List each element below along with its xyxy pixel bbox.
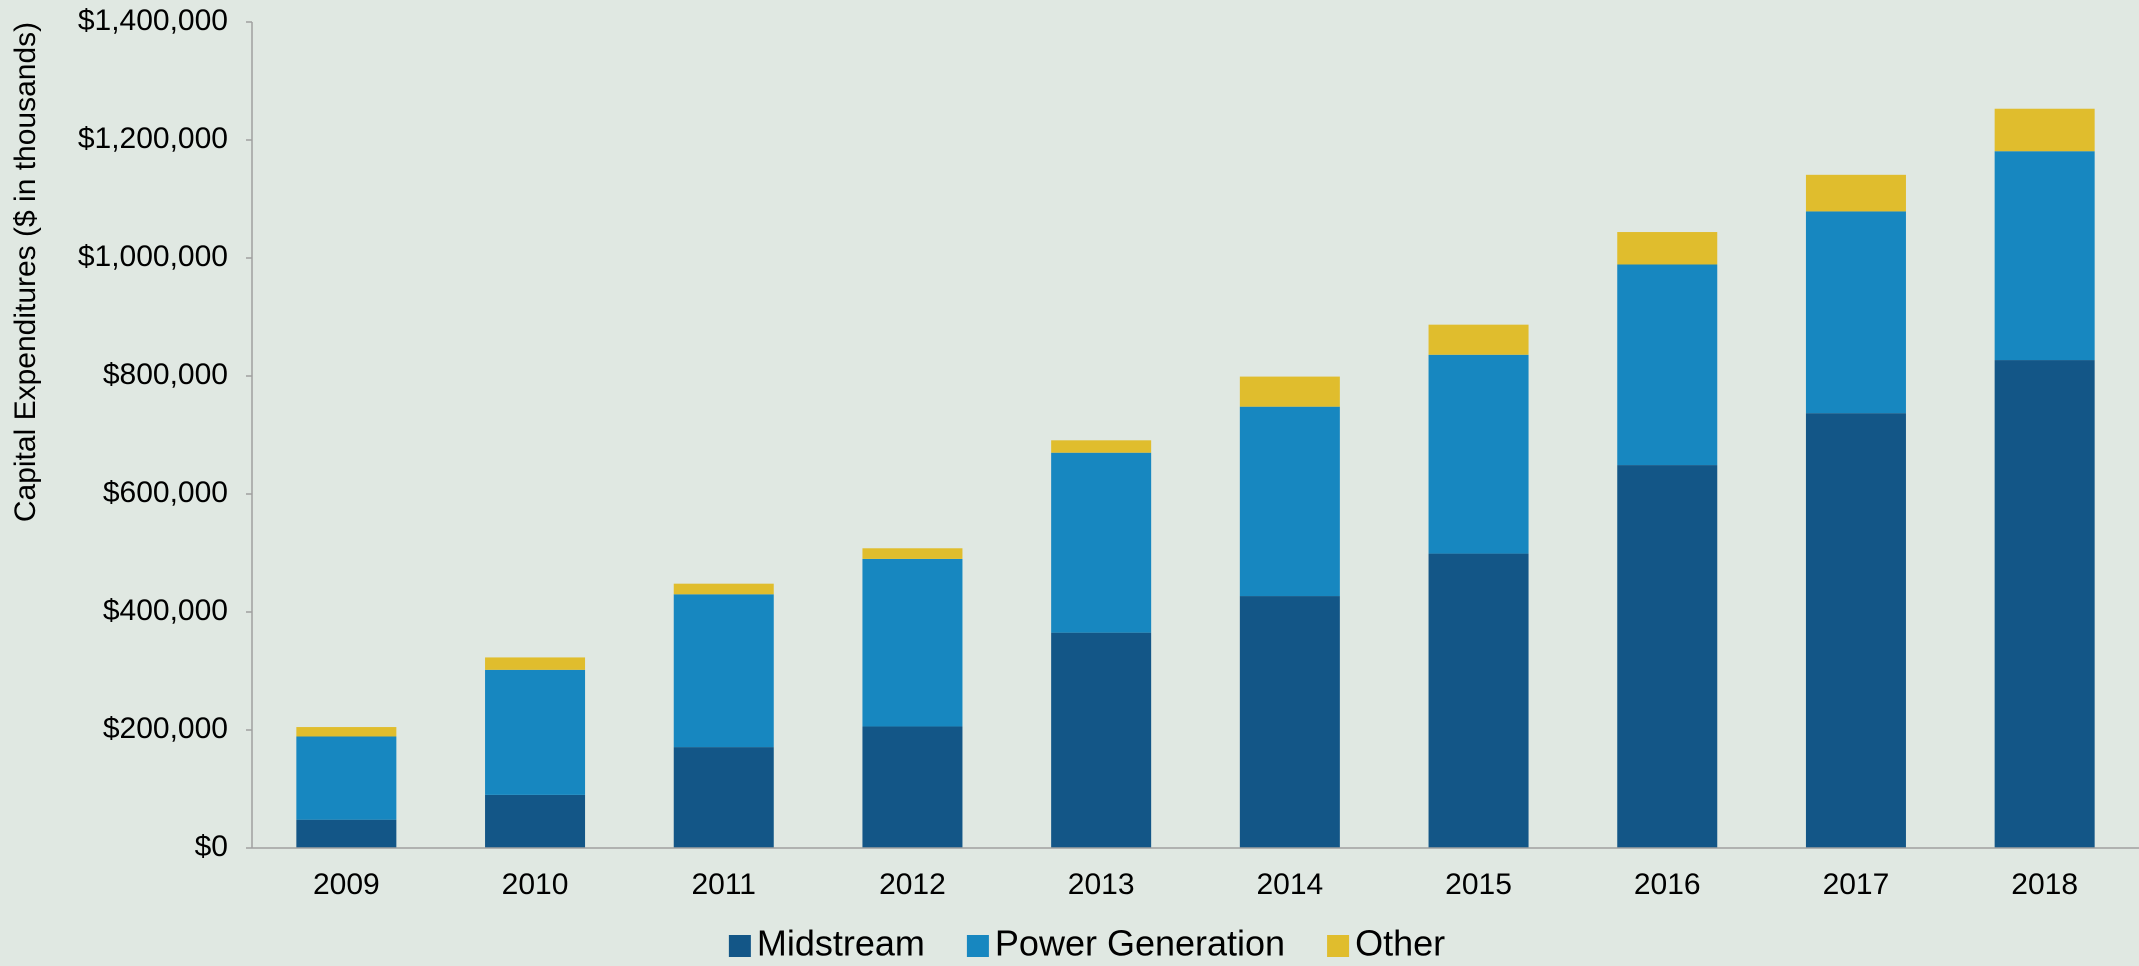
legend-swatch: [1327, 935, 1350, 957]
bar-segment: [1428, 324, 1529, 355]
bar-segment: [485, 657, 586, 670]
y-tick-label: $200,000: [103, 712, 228, 745]
y-tick-label: $800,000: [103, 358, 228, 391]
bar-segment: [673, 583, 774, 595]
bar-segment: [1617, 465, 1718, 848]
x-tick-label: 2017: [1823, 868, 1890, 901]
x-tick-label: 2013: [1068, 868, 1135, 901]
x-tick-label: 2012: [879, 868, 946, 901]
y-tick-label: $600,000: [103, 476, 228, 509]
bar-segment: [1994, 360, 2095, 848]
legend: Midstream Power Generation Other: [728, 923, 1445, 964]
bar-segment: [862, 726, 963, 848]
legend-label: Power Generation: [995, 923, 1285, 964]
bar-segment: [673, 747, 774, 848]
bar-segment: [1428, 553, 1529, 848]
x-tick-label: 2010: [502, 868, 569, 901]
bar-segment: [1805, 174, 1906, 212]
legend-label: Other: [1355, 923, 1445, 964]
legend-label: Midstream: [757, 923, 925, 964]
bar-segment: [296, 819, 397, 848]
bar-segment: [296, 736, 397, 820]
legend-swatch: [966, 935, 989, 957]
bar-segment: [1239, 406, 1340, 597]
bar-segment: [296, 727, 397, 737]
bar-segment: [1994, 108, 2095, 152]
bar-segment: [862, 558, 963, 727]
y-tick-label: $1,000,000: [78, 240, 228, 273]
y-tick-label: $0: [195, 830, 228, 863]
bar-segment: [1617, 264, 1718, 466]
bar-segment: [1994, 151, 2095, 361]
bar-segment: [862, 548, 963, 559]
bar-segment: [1239, 376, 1340, 407]
bar-segment: [485, 669, 586, 795]
x-tick-label: 2011: [691, 868, 756, 901]
bar-segment: [673, 594, 774, 748]
y-tick-label: $1,200,000: [78, 122, 228, 155]
bar-segment: [1805, 211, 1906, 414]
bar-segment: [1428, 354, 1529, 554]
bar-segment: [1239, 596, 1340, 848]
legend-swatch: [728, 935, 751, 957]
bar-segment: [1805, 413, 1906, 848]
bar-segment: [1051, 452, 1152, 633]
x-tick-label: 2015: [1445, 868, 1512, 901]
y-tick-label: $1,400,000: [78, 4, 228, 37]
bar-segment: [1617, 232, 1718, 265]
bar-segment: [485, 794, 586, 848]
x-tick-label: 2016: [1634, 868, 1701, 901]
bar-segment: [1051, 632, 1152, 848]
bar-segment: [1051, 440, 1152, 453]
x-tick-label: 2009: [313, 868, 380, 901]
y-axis-label: Capital Expenditures ($ in thousands): [9, 22, 42, 522]
x-tick-label: 2018: [2011, 868, 2078, 901]
x-tick-label: 2014: [1256, 868, 1323, 901]
y-tick-label: $400,000: [103, 594, 228, 627]
